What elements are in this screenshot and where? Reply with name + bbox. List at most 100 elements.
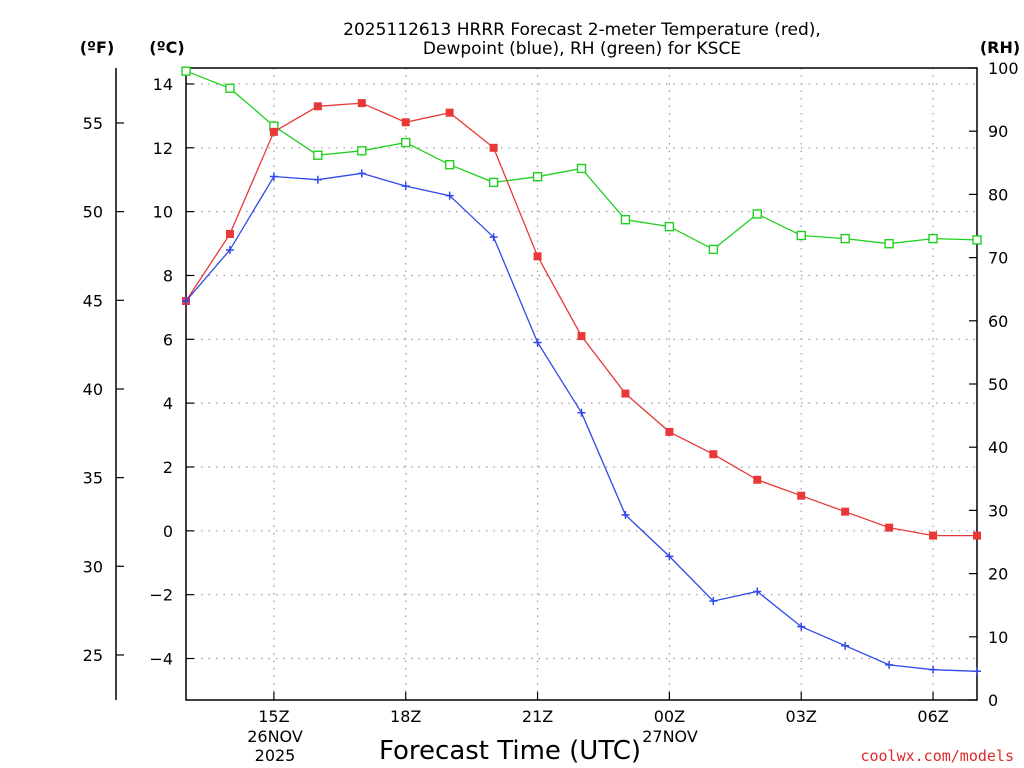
celsius-tick-label: 12	[153, 139, 173, 158]
dewpoint-point	[797, 622, 806, 631]
rh-point	[181, 66, 191, 76]
credit-text: coolwx.com/models	[860, 747, 1014, 765]
time-tick-label: 21Z	[522, 707, 553, 726]
temperature-point	[357, 99, 366, 108]
rh-tick-label: 50	[988, 375, 1008, 394]
dewpoint-point	[753, 587, 762, 596]
temperature-point	[709, 450, 718, 459]
rh-tick-label: 100	[988, 59, 1019, 78]
celsius-tick-label: 0	[163, 522, 173, 541]
series-dewpoint	[182, 169, 981, 676]
fahrenheit-tick-label: 45	[83, 291, 103, 310]
fahrenheit-tick-label: 40	[83, 380, 103, 399]
rh-point	[884, 238, 894, 249]
rh-point	[796, 230, 806, 241]
rh-point	[444, 159, 455, 170]
temperature-point	[885, 523, 894, 532]
fahrenheit-tick-label: 35	[83, 469, 103, 488]
unit-celsius-label: (ºC)	[149, 38, 184, 57]
dewpoint-point	[973, 667, 981, 676]
celsius-tick-label: 4	[163, 394, 173, 413]
rh-tick-label: 0	[988, 691, 998, 710]
rh-point	[752, 209, 762, 219]
temperature-point	[225, 229, 234, 238]
celsius-tick-label: 6	[163, 330, 173, 349]
dewpoint-point	[313, 175, 322, 184]
x-axis-title: Forecast Time (UTC)	[379, 736, 641, 766]
dewpoint-point	[269, 172, 278, 181]
temperature-point	[665, 427, 674, 436]
time-tick-label: 00Z	[654, 707, 685, 726]
time-tick-label: 15Z	[258, 707, 289, 726]
dewpoint-point	[182, 297, 190, 306]
series-rh	[181, 66, 982, 255]
rh-point	[532, 172, 543, 182]
temperature-point	[973, 531, 981, 540]
dewpoint-point	[929, 665, 938, 674]
chart-title-line2: Dewpoint (blue), RH (green) for KSCE	[423, 39, 741, 59]
unit-rh-label: (RH)	[980, 38, 1020, 57]
temperature-point	[929, 531, 938, 540]
rh-tick-label: 90	[988, 122, 1008, 141]
rh-tick-label: 40	[988, 438, 1008, 457]
rh-tick-label: 80	[988, 185, 1008, 204]
rh-point	[313, 150, 323, 160]
chart-title-line1: 2025112613 HRRR Forecast 2-meter Tempera…	[343, 20, 821, 40]
dewpoint-point	[225, 245, 234, 254]
celsius-tick-label: −2	[149, 586, 173, 605]
celsius-tick-label: 10	[153, 203, 173, 222]
temperature-point	[577, 332, 586, 341]
dewpoint-point	[709, 597, 718, 606]
dewpoint-point	[577, 408, 586, 417]
temperature-point	[445, 108, 454, 117]
rh-tick-label: 60	[988, 312, 1008, 331]
series-layer	[181, 66, 982, 676]
temperature-point	[753, 475, 762, 484]
date-label-2025: 2025	[255, 746, 296, 765]
fahrenheit-axis: 55 50 45 40 35 30 25	[83, 114, 124, 665]
fahrenheit-tick-label: 50	[83, 203, 103, 222]
date-label-26nov: 26NOV	[247, 727, 303, 746]
temperature-point	[313, 102, 322, 111]
celsius-tick-label: −4	[149, 650, 173, 669]
fahrenheit-tick-label: 55	[83, 114, 103, 133]
time-tick-label: 03Z	[786, 707, 817, 726]
time-axis: 15Z 18Z 21Z 00Z 03Z 06Z	[258, 692, 949, 726]
rh-tick-label: 30	[988, 501, 1008, 520]
celsius-tick-label: 8	[163, 266, 173, 285]
celsius-axis: 14 12 10 8 6 4 2 0 −2 −4	[149, 75, 194, 669]
celsius-tick-label: 14	[153, 75, 173, 94]
dewpoint-point	[401, 182, 410, 191]
rh-tick-label: 20	[988, 565, 1008, 584]
dewpoint-point	[665, 552, 674, 561]
rh-point	[225, 83, 235, 93]
rh-tick-label: 70	[988, 249, 1008, 268]
dewpoint-point	[445, 191, 454, 200]
unit-fahrenheit-label: (ºF)	[80, 38, 115, 57]
rh-tick-label: 10	[988, 628, 1008, 647]
rh-point	[488, 177, 499, 188]
rh-point	[357, 146, 367, 156]
rh-point	[401, 137, 411, 148]
time-tick-label: 06Z	[917, 707, 948, 726]
rh-point	[972, 235, 982, 245]
dewpoint-point	[841, 641, 850, 650]
temperature-point	[797, 491, 806, 500]
celsius-tick-label: 2	[163, 458, 173, 477]
rh-point	[620, 214, 631, 225]
fahrenheit-tick-label: 30	[83, 557, 103, 576]
date-label-27nov: 27NOV	[642, 727, 698, 746]
rh-point	[664, 221, 675, 232]
temperature-point	[401, 118, 410, 127]
dewpoint-point	[621, 510, 630, 519]
temperature-point	[621, 389, 630, 398]
temperature-point	[489, 143, 498, 152]
temperature-point	[269, 127, 278, 136]
dewpoint-point	[885, 660, 894, 669]
temperature-point	[841, 507, 850, 516]
fahrenheit-tick-label: 25	[83, 646, 103, 665]
dewpoint-point	[357, 169, 366, 178]
